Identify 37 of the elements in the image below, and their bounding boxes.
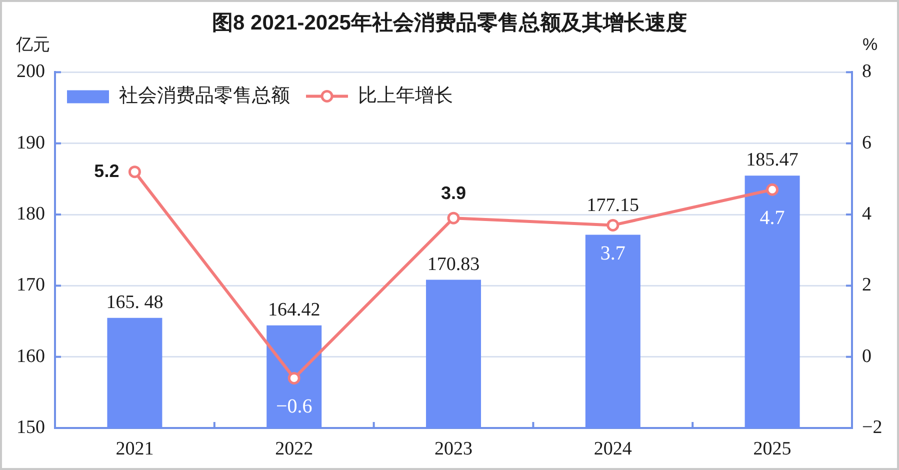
x-tick-label: 2025 (753, 438, 792, 460)
y2-tick-label: −2 (862, 416, 882, 438)
data-label: 4.7 (760, 206, 785, 229)
point (766, 183, 779, 196)
legend-label: 比上年增长 (358, 85, 453, 106)
data-label: 170.83 (427, 254, 480, 275)
y2-tick-label: 6 (862, 132, 872, 154)
data-label: 5.2 (94, 160, 120, 181)
data-label: 164.42 (268, 299, 320, 320)
data-label: 185.47 (746, 150, 798, 171)
data-label: 165. 48 (106, 292, 164, 313)
legend-label: 社会消费品零售总额 (119, 84, 290, 106)
data-label: 3.9 (440, 183, 466, 204)
y-tick-label: 160 (16, 346, 45, 367)
y-tick-label: 170 (16, 274, 45, 296)
y2-tick-label: 8 (862, 61, 872, 82)
data-label: 3.7 (600, 242, 626, 264)
point (447, 212, 460, 224)
y2-axis-title: % (862, 34, 878, 54)
data-label: 177.15 (586, 195, 640, 216)
y2-tick-label: 4 (862, 204, 872, 225)
y-tick-label: 200 (16, 61, 45, 82)
x-tick-label: 2023 (434, 438, 472, 460)
x-tick-label: 2021 (116, 438, 154, 460)
y2-tick-label: 2 (862, 274, 872, 296)
y-tick-label: 150 (16, 416, 45, 438)
point (128, 166, 141, 178)
y-tick-label: 190 (16, 132, 45, 154)
chart-title: 图8 2021-2025年社会消费品零售总额及其增长速度 (212, 10, 687, 34)
point (288, 372, 300, 384)
point (606, 218, 620, 232)
y2-tick-label: 0 (862, 346, 872, 367)
x-tick-label: 2024 (594, 438, 632, 460)
x-tick-label: 2022 (275, 438, 314, 460)
data-label: −0.6 (276, 395, 312, 418)
y-axis-title: 亿元 (15, 34, 50, 54)
y-tick-label: 180 (16, 204, 45, 225)
